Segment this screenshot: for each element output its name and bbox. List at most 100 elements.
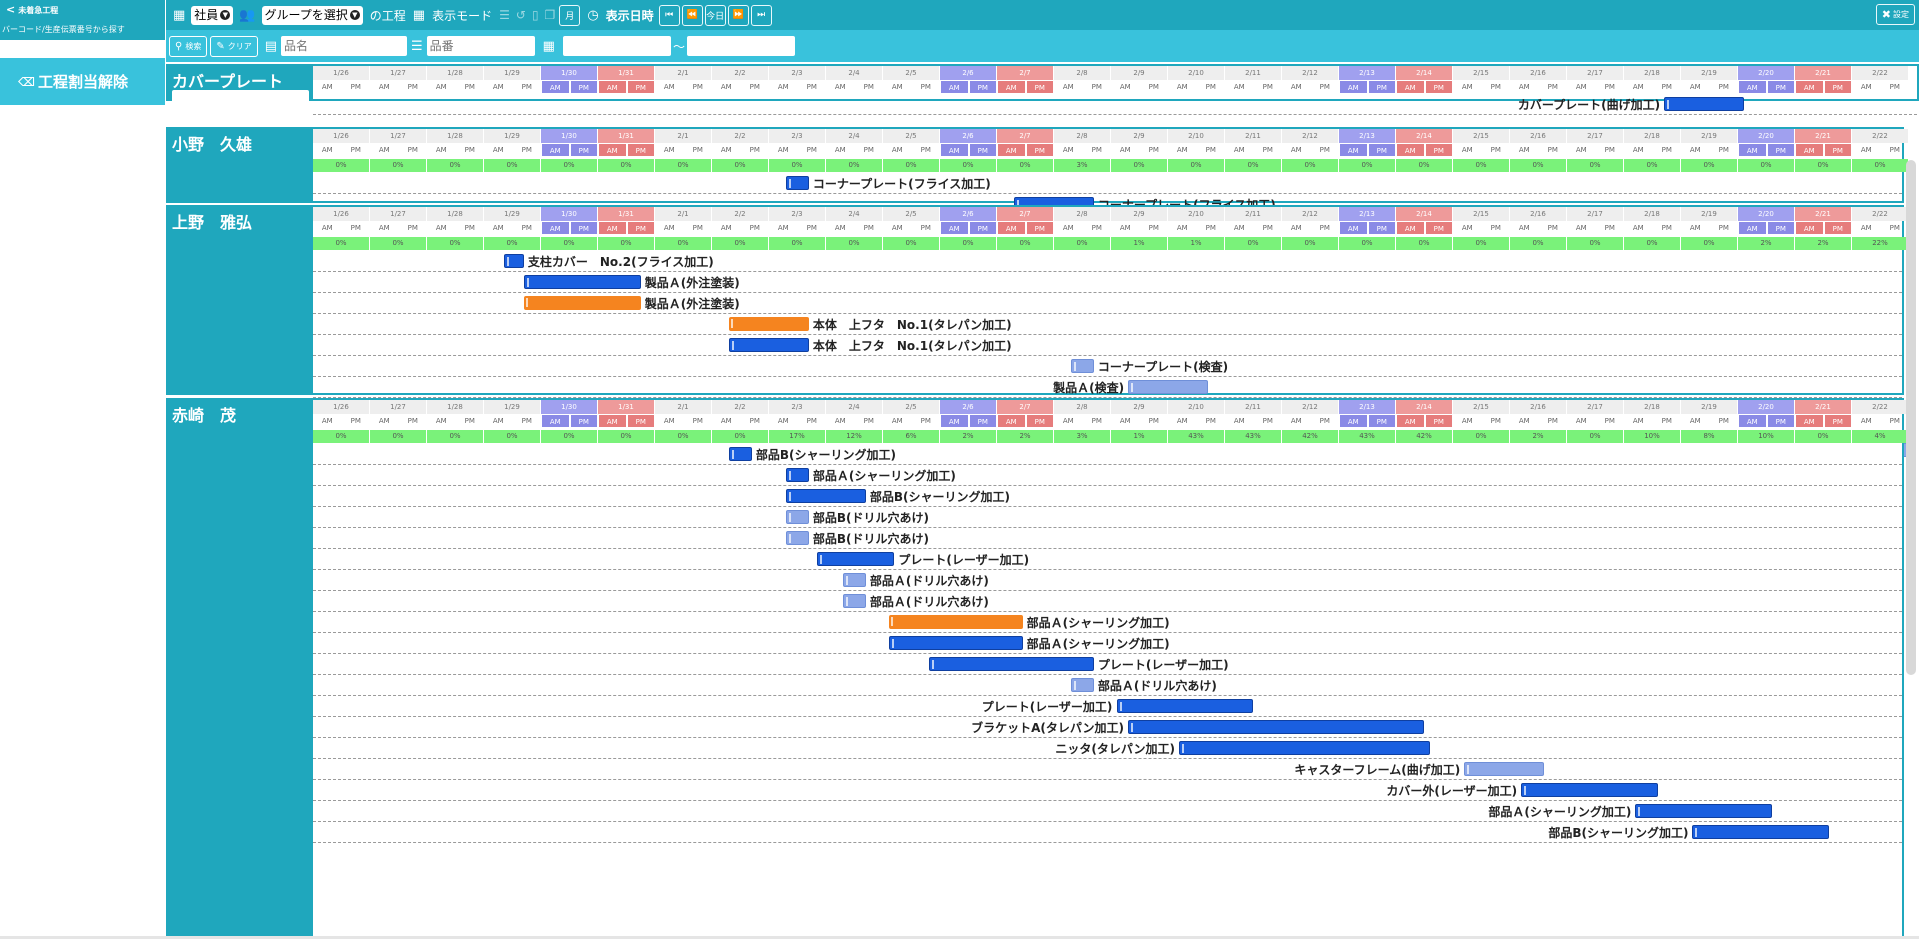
task-bar[interactable] xyxy=(843,594,866,608)
task-bar[interactable] xyxy=(1635,804,1773,818)
date-cell[interactable]: 2/8 xyxy=(1054,400,1111,414)
date-cell[interactable]: 1/30 xyxy=(541,129,598,143)
task-bar[interactable] xyxy=(1521,783,1659,797)
date-cell[interactable]: 2/10 xyxy=(1168,207,1225,221)
task-bar[interactable] xyxy=(1663,97,1744,111)
date-cell[interactable]: 1/30 xyxy=(541,66,598,80)
date-from-input[interactable] xyxy=(562,36,671,56)
date-cell[interactable]: 2/7 xyxy=(997,400,1054,414)
product-number-input[interactable] xyxy=(426,36,535,56)
date-cell[interactable]: 1/29 xyxy=(484,400,541,414)
product-name-input[interactable] xyxy=(281,36,408,56)
task-bar[interactable] xyxy=(729,447,752,461)
date-cell[interactable]: 2/20 xyxy=(1738,207,1795,221)
settings-button[interactable]: ✖ 設定 xyxy=(1875,4,1915,25)
date-cell[interactable]: 2/22 xyxy=(1852,129,1909,143)
date-cell[interactable]: 2/4 xyxy=(826,66,883,80)
date-cell[interactable]: 2/15 xyxy=(1453,129,1510,143)
date-cell[interactable]: 2/9 xyxy=(1111,400,1168,414)
doc-icon[interactable]: ▯ xyxy=(531,8,539,22)
date-cell[interactable]: 2/19 xyxy=(1681,400,1738,414)
date-cell[interactable]: 2/1 xyxy=(655,129,712,143)
task-bar[interactable] xyxy=(503,254,524,268)
date-cell[interactable]: 2/6 xyxy=(940,66,997,80)
date-cell[interactable]: 2/16 xyxy=(1510,66,1567,80)
date-cell[interactable]: 2/2 xyxy=(712,400,769,414)
date-cell[interactable]: 1/26 xyxy=(313,400,370,414)
first-page-button[interactable]: ⏮ xyxy=(658,4,680,26)
date-cell[interactable]: 2/4 xyxy=(826,207,883,221)
date-cell[interactable]: 1/28 xyxy=(427,129,484,143)
date-cell[interactable]: 2/4 xyxy=(826,129,883,143)
task-bar[interactable] xyxy=(888,636,1023,650)
date-cell[interactable]: 2/14 xyxy=(1396,66,1453,80)
date-cell[interactable]: 2/22 xyxy=(1852,400,1909,414)
task-bar[interactable] xyxy=(928,657,1094,671)
date-cell[interactable]: 2/8 xyxy=(1054,129,1111,143)
date-cell[interactable]: 1/28 xyxy=(427,66,484,80)
task-bar[interactable] xyxy=(1128,380,1208,394)
date-cell[interactable]: 2/11 xyxy=(1225,129,1282,143)
date-cell[interactable]: 2/12 xyxy=(1282,207,1339,221)
task-bar[interactable] xyxy=(729,317,809,331)
date-cell[interactable]: 2/21 xyxy=(1795,207,1852,221)
date-cell[interactable]: 1/31 xyxy=(598,129,655,143)
task-bar[interactable] xyxy=(1179,741,1431,755)
date-cell[interactable]: 2/11 xyxy=(1225,66,1282,80)
back-link[interactable]: < 未着急工程 xyxy=(6,3,58,16)
date-cell[interactable]: 2/16 xyxy=(1510,207,1567,221)
task-bar[interactable] xyxy=(1071,678,1094,692)
task-bar[interactable] xyxy=(729,338,809,352)
date-cell[interactable]: 2/17 xyxy=(1567,129,1624,143)
task-bar[interactable] xyxy=(1116,699,1254,713)
date-cell[interactable]: 2/18 xyxy=(1624,129,1681,143)
date-cell[interactable]: 2/16 xyxy=(1510,400,1567,414)
date-cell[interactable]: 2/5 xyxy=(883,400,940,414)
task-bar[interactable] xyxy=(786,468,809,482)
date-cell[interactable]: 2/3 xyxy=(769,66,826,80)
date-cell[interactable]: 2/13 xyxy=(1339,66,1396,80)
date-cell[interactable]: 2/5 xyxy=(883,207,940,221)
date-cell[interactable]: 1/27 xyxy=(370,129,427,143)
date-cell[interactable]: 2/2 xyxy=(712,129,769,143)
vertical-scrollbar[interactable] xyxy=(1906,160,1916,675)
task-bar[interactable] xyxy=(1464,762,1545,776)
date-cell[interactable]: 2/8 xyxy=(1054,66,1111,80)
date-cell[interactable]: 2/2 xyxy=(712,207,769,221)
date-cell[interactable]: 2/2 xyxy=(712,66,769,80)
today-button[interactable]: 今日 xyxy=(704,4,726,26)
copy-icon[interactable]: ❐ xyxy=(544,8,556,22)
date-cell[interactable]: 1/29 xyxy=(484,207,541,221)
date-cell[interactable]: 2/19 xyxy=(1681,207,1738,221)
date-cell[interactable]: 2/15 xyxy=(1453,400,1510,414)
date-cell[interactable]: 2/21 xyxy=(1795,66,1852,80)
date-cell[interactable]: 2/7 xyxy=(997,207,1054,221)
date-cell[interactable]: 2/1 xyxy=(655,207,712,221)
date-to-input[interactable] xyxy=(686,36,795,56)
month-view-button[interactable]: 月 xyxy=(559,4,581,26)
date-cell[interactable]: 2/7 xyxy=(997,129,1054,143)
date-cell[interactable]: 2/14 xyxy=(1396,129,1453,143)
date-cell[interactable]: 1/28 xyxy=(427,207,484,221)
mode-select[interactable]: 社員 ▼ xyxy=(191,5,234,25)
date-cell[interactable]: 2/12 xyxy=(1282,129,1339,143)
date-cell[interactable]: 2/6 xyxy=(940,129,997,143)
date-cell[interactable]: 2/17 xyxy=(1567,207,1624,221)
date-cell[interactable]: 2/17 xyxy=(1567,66,1624,80)
date-cell[interactable]: 1/26 xyxy=(313,207,370,221)
date-cell[interactable]: 2/4 xyxy=(826,400,883,414)
date-cell[interactable]: 1/27 xyxy=(370,66,427,80)
date-cell[interactable]: 2/13 xyxy=(1339,207,1396,221)
date-cell[interactable]: 2/14 xyxy=(1396,207,1453,221)
date-cell[interactable]: 1/28 xyxy=(427,400,484,414)
task-bar[interactable] xyxy=(523,275,641,289)
date-cell[interactable]: 2/18 xyxy=(1624,207,1681,221)
date-cell[interactable]: 2/20 xyxy=(1738,400,1795,414)
date-cell[interactable]: 2/19 xyxy=(1681,66,1738,80)
date-cell[interactable]: 1/26 xyxy=(313,66,370,80)
task-bar[interactable] xyxy=(1692,825,1830,839)
task-bar[interactable] xyxy=(786,510,809,524)
date-cell[interactable]: 1/30 xyxy=(541,207,598,221)
date-cell[interactable]: 2/13 xyxy=(1339,129,1396,143)
date-cell[interactable]: 2/7 xyxy=(997,66,1054,80)
